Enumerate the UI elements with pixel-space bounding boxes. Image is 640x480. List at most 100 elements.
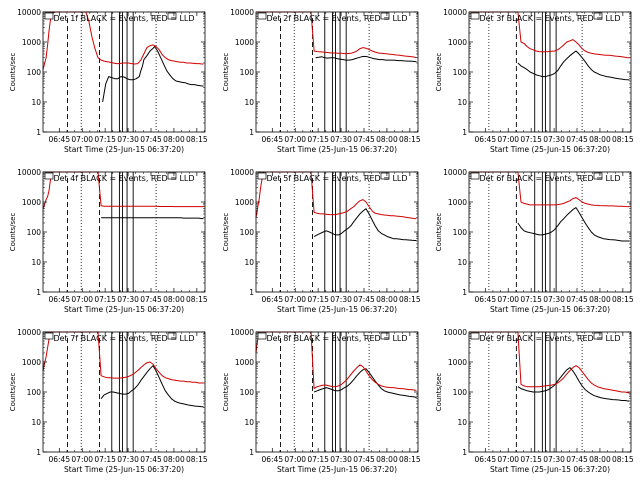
legend-box <box>380 172 390 180</box>
y-axis-label: Counts/sec <box>222 213 230 252</box>
legend-box <box>167 332 177 340</box>
x-tick-label: 07:00 <box>497 455 519 464</box>
chart-title: Det 5f BLACK = Events, RED = LLD <box>266 174 407 183</box>
x-tick-label: 07:00 <box>284 295 306 304</box>
x-tick-label: 08:00 <box>163 455 185 464</box>
series-line-events <box>102 46 204 103</box>
x-tick-label: 07:15 <box>307 135 329 144</box>
x-tick-label: 07:45 <box>140 295 162 304</box>
x-tick-label: 07:45 <box>140 455 162 464</box>
x-tick-label: 08:00 <box>163 295 185 304</box>
legend-box <box>470 12 480 20</box>
chart-title: Det 4f BLACK = Events, RED = LLD <box>53 174 194 183</box>
x-tick-label: 07:15 <box>94 295 116 304</box>
y-tick-label: 10000 <box>230 168 254 177</box>
y-axis-label: Counts/sec <box>435 213 443 252</box>
x-tick-label: 07:45 <box>566 455 588 464</box>
x-tick-label: 08:15 <box>612 135 634 144</box>
y-tick-label: 10000 <box>17 8 41 17</box>
x-tick-label: 07:15 <box>520 295 542 304</box>
legend-box <box>470 332 480 340</box>
y-tick-label: 100 <box>240 388 255 397</box>
y-tick-label: 1 <box>462 128 467 137</box>
y-tick-label: 10 <box>31 98 41 107</box>
x-tick-label: 07:45 <box>566 295 588 304</box>
series-line-events <box>313 368 417 399</box>
x-tick-label: 06:45 <box>261 135 283 144</box>
x-tick-label: 08:15 <box>399 135 421 144</box>
y-tick-label: 10000 <box>17 328 41 337</box>
x-tick-label: 07:15 <box>520 135 542 144</box>
x-tick-label: 07:30 <box>543 455 565 464</box>
x-tick-label: 07:00 <box>71 455 93 464</box>
chart-title: Det 8f BLACK = Events, RED = LLD <box>266 334 407 343</box>
series-line-events <box>101 217 204 220</box>
x-tick-label: 06:45 <box>261 295 283 304</box>
y-tick-label: 1000 <box>235 38 254 47</box>
x-tick-label: 07:30 <box>330 135 352 144</box>
y-tick-label: 100 <box>453 228 468 237</box>
x-tick-label: 07:30 <box>330 455 352 464</box>
x-tick-label: 06:45 <box>48 135 70 144</box>
y-tick-label: 1 <box>36 448 41 457</box>
chart-title: Det 3f BLACK = Events, RED = LLD <box>479 14 620 23</box>
y-tick-label: 1 <box>249 288 254 297</box>
x-tick-label: 07:30 <box>117 135 139 144</box>
x-tick-label: 06:45 <box>261 455 283 464</box>
x-tick-label: 07:15 <box>94 135 116 144</box>
x-axis-label: Start Time (25-Jun-15 06:37:20) <box>277 465 397 474</box>
x-tick-label: 08:15 <box>612 295 634 304</box>
x-tick-label: 07:15 <box>307 295 329 304</box>
chart-title: Det 7f BLACK = Events, RED = LLD <box>53 334 194 343</box>
y-tick-label: 100 <box>27 388 42 397</box>
chart-panel-7: 1 10 100 1000 10000 06:45 07:00 07:15 07:30 07:45… <box>9 328 208 474</box>
chart-panel-3: 1 10 100 1000 10000 06:45 07:00 07:15 07:30 07:45… <box>435 8 634 154</box>
x-tick-label: 06:45 <box>48 455 70 464</box>
x-axis-label: Start Time (25-Jun-15 06:37:20) <box>64 145 184 154</box>
chart-title: Det 9f BLACK = Events, RED = LLD <box>479 334 620 343</box>
legend-box <box>167 172 177 180</box>
y-tick-label: 100 <box>27 228 42 237</box>
y-tick-label: 1000 <box>448 198 467 207</box>
y-tick-label: 10 <box>244 98 254 107</box>
y-axis-label: Counts/sec <box>435 53 443 92</box>
chart-title: Det 2f BLACK = Events, RED = LLD <box>266 14 407 23</box>
x-axis-label: Start Time (25-Jun-15 06:37:20) <box>64 305 184 314</box>
x-tick-label: 07:15 <box>94 455 116 464</box>
x-tick-label: 07:00 <box>284 135 306 144</box>
x-tick-label: 06:45 <box>474 455 496 464</box>
y-axis-label: Counts/sec <box>9 373 17 412</box>
x-tick-label: 08:00 <box>376 455 398 464</box>
y-axis-label: Counts/sec <box>222 373 230 412</box>
x-tick-label: 07:45 <box>140 135 162 144</box>
chart-title: Det 6f BLACK = Events, RED = LLD <box>479 174 620 183</box>
y-tick-label: 100 <box>27 68 42 77</box>
y-tick-label: 10 <box>31 418 41 427</box>
series-line-events <box>517 207 630 242</box>
y-tick-label: 1 <box>36 128 41 137</box>
legend-box <box>593 12 603 20</box>
y-tick-label: 1000 <box>235 358 254 367</box>
x-tick-label: 08:00 <box>589 295 611 304</box>
legend-box <box>380 332 390 340</box>
x-tick-label: 07:00 <box>497 135 519 144</box>
chart-panel-5: 1 10 100 1000 10000 06:45 07:00 07:15 07:30 07:45… <box>222 168 421 314</box>
x-tick-label: 07:15 <box>307 455 329 464</box>
legend-box <box>380 12 390 20</box>
y-tick-label: 100 <box>240 68 255 77</box>
x-tick-label: 06:45 <box>48 295 70 304</box>
x-tick-label: 08:15 <box>399 295 421 304</box>
x-tick-label: 06:45 <box>474 295 496 304</box>
legend-box <box>167 12 177 20</box>
chart-panel-8: 1 10 100 1000 10000 06:45 07:00 07:15 07:30 07:45… <box>222 328 421 474</box>
x-tick-label: 08:00 <box>589 135 611 144</box>
x-axis-label: Start Time (25-Jun-15 06:37:20) <box>490 145 610 154</box>
x-tick-label: 08:15 <box>186 455 208 464</box>
y-tick-label: 100 <box>453 388 468 397</box>
x-tick-label: 07:00 <box>497 295 519 304</box>
x-tick-label: 08:15 <box>186 295 208 304</box>
y-tick-label: 100 <box>453 68 468 77</box>
y-tick-label: 1000 <box>448 38 467 47</box>
y-tick-label: 1000 <box>22 198 41 207</box>
